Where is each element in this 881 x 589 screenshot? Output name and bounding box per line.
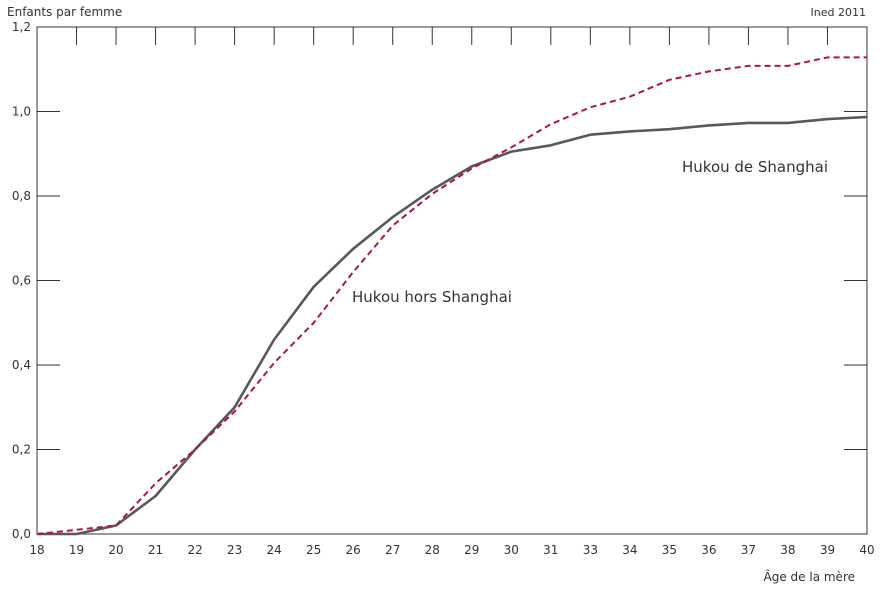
x-tick-label: 39 bbox=[820, 543, 835, 557]
x-tick-label: 24 bbox=[267, 543, 282, 557]
x-tick-label: 36 bbox=[701, 543, 716, 557]
y-tick-label: 0,4 bbox=[12, 358, 31, 372]
y-tick-label: 1,0 bbox=[12, 105, 31, 119]
y-tick-label: 0,8 bbox=[12, 189, 31, 203]
x-axis-title: Âge de la mère bbox=[764, 569, 855, 584]
series-line-hukou-hors-shanghai bbox=[36, 56, 867, 535]
x-tick-label: 31 bbox=[543, 543, 558, 557]
x-tick-label: 40 bbox=[859, 543, 874, 557]
x-tick-label: 20 bbox=[108, 543, 123, 557]
x-tick-label: 19 bbox=[69, 543, 84, 557]
series-label-hukou-hors-shanghai: Hukou hors Shanghai bbox=[352, 288, 512, 306]
x-tick-label: 29 bbox=[464, 543, 479, 557]
x-tick-label: 27 bbox=[385, 543, 400, 557]
plot-frame bbox=[36, 26, 868, 535]
x-tick-label: 34 bbox=[622, 543, 637, 557]
x-tick-label: 25 bbox=[306, 543, 321, 557]
series-line-hukou-de-shanghai bbox=[37, 115, 868, 536]
x-tick-label: 21 bbox=[148, 543, 163, 557]
y-tick-label: 0,2 bbox=[12, 443, 31, 457]
x-tick-label: 23 bbox=[227, 543, 242, 557]
x-tick-label: 37 bbox=[741, 543, 756, 557]
y-tick-label: 0,6 bbox=[12, 274, 31, 288]
series-label-hukou-de-shanghai: Hukou de Shanghai bbox=[682, 158, 828, 176]
x-tick-labels: 18 19 20 21 22 23 24 25 26 27 28 29 30 31 33 34 35 36 37 38… bbox=[29, 543, 874, 557]
x-tick-label: 30 bbox=[504, 543, 519, 557]
y-tick-label: 1,2 bbox=[12, 20, 31, 34]
axis-ticks bbox=[37, 27, 867, 450]
x-tick-label: 35 bbox=[662, 543, 677, 557]
credit-label: Ined 2011 bbox=[811, 6, 866, 19]
series-lines bbox=[36, 56, 868, 536]
x-tick-label: 26 bbox=[346, 543, 361, 557]
x-tick-label: 18 bbox=[29, 543, 44, 557]
x-tick-label: 22 bbox=[187, 543, 202, 557]
x-tick-label: 38 bbox=[780, 543, 795, 557]
y-axis-title: Enfants par femme bbox=[7, 5, 122, 19]
x-tick-label: 33 bbox=[583, 543, 598, 557]
x-tick-label: 28 bbox=[425, 543, 440, 557]
y-tick-label: 0,0 bbox=[12, 527, 31, 541]
y-tick-labels: 0,0 0,2 0,4 0,6 0,8 1,0 1,2 bbox=[12, 20, 31, 541]
